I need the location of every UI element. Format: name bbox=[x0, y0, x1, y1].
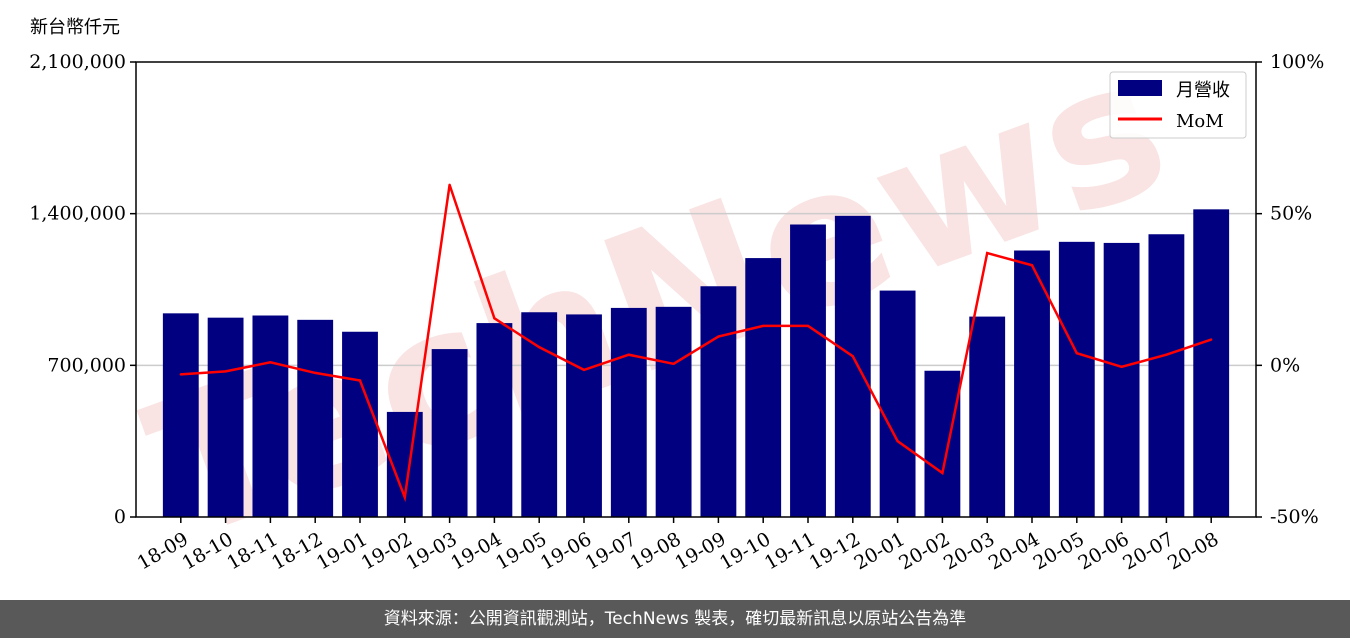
y-right-tick-label: -50% bbox=[1270, 506, 1319, 528]
bar-20-01 bbox=[879, 290, 916, 517]
bar-19-01 bbox=[342, 331, 378, 517]
legend-swatch-revenue bbox=[1118, 80, 1162, 96]
x-tick-label: 20-06 bbox=[1074, 528, 1132, 574]
x-tick-label: 19-03 bbox=[402, 528, 460, 574]
chart: TechNews 新台幣仟元 0700,0001,400,0002,100,00… bbox=[29, 14, 1324, 583]
bar-18-11 bbox=[252, 315, 289, 517]
bar-19-11 bbox=[790, 224, 826, 517]
x-tick-label: 19-07 bbox=[582, 528, 640, 574]
bar-20-02 bbox=[924, 370, 961, 517]
bar-20-04 bbox=[1014, 250, 1050, 517]
bar-19-12 bbox=[834, 215, 871, 518]
x-tick-label: 20-02 bbox=[895, 528, 953, 574]
mom-point-20-06 bbox=[1120, 365, 1123, 369]
bar-19-09 bbox=[700, 286, 737, 517]
bar-19-08 bbox=[655, 306, 692, 517]
mom-point-20-04 bbox=[1030, 264, 1034, 267]
mom-point-19-08 bbox=[672, 362, 675, 366]
mom-point-20-01 bbox=[896, 439, 899, 443]
bar-20-08 bbox=[1193, 209, 1230, 518]
y-axis-right: -50% 0% 50% 100% bbox=[1256, 51, 1324, 528]
y-right-tick-label: 50% bbox=[1270, 203, 1312, 225]
y-left-tick-label: 700,000 bbox=[47, 354, 126, 376]
x-tick-label: 20-04 bbox=[985, 528, 1043, 574]
y-left-tick-label: 2,100,000 bbox=[29, 51, 126, 73]
legend: 月營收 MoM bbox=[1109, 71, 1247, 139]
x-tick-label: 18-09 bbox=[134, 528, 192, 574]
mom-point-19-07 bbox=[627, 353, 630, 356]
mom-point-20-08 bbox=[1210, 338, 1213, 341]
bar-20-07 bbox=[1148, 234, 1185, 517]
x-tick-label: 19-08 bbox=[626, 528, 684, 574]
y-right-tick-label: 0% bbox=[1270, 354, 1300, 376]
mom-series bbox=[179, 183, 1213, 503]
x-tick-label: 19-09 bbox=[671, 528, 729, 574]
x-tick-label: 20-08 bbox=[1164, 528, 1222, 574]
mom-point-18-10 bbox=[224, 370, 227, 373]
mom-point-19-09 bbox=[717, 335, 720, 338]
mom-point-20-05 bbox=[1075, 352, 1079, 355]
mom-point-19-03 bbox=[448, 183, 451, 187]
legend-label-mom: MoM bbox=[1176, 111, 1224, 132]
bar-19-07 bbox=[610, 307, 647, 517]
mom-point-19-05 bbox=[538, 345, 541, 349]
y-left-tick-label: 0 bbox=[114, 506, 126, 528]
x-tick-label: 19-10 bbox=[716, 528, 774, 574]
y-right-tick-label: 100% bbox=[1270, 51, 1324, 73]
bar-18-09 bbox=[162, 313, 199, 517]
bar-19-04 bbox=[476, 323, 513, 517]
mom-point-19-10 bbox=[762, 324, 765, 328]
mom-point-20-07 bbox=[1165, 353, 1168, 356]
mom-line bbox=[180, 184, 1212, 503]
bar-19-06 bbox=[566, 314, 602, 517]
mom-point-20-02 bbox=[941, 471, 944, 475]
bar-20-05 bbox=[1058, 241, 1095, 518]
mom-point-19-12 bbox=[851, 355, 854, 358]
unit-label: 新台幣仟元 bbox=[30, 17, 120, 38]
mom-point-19-02 bbox=[403, 496, 406, 499]
mom-point-19-04 bbox=[493, 317, 496, 320]
x-tick-label: 20-05 bbox=[1030, 528, 1088, 574]
x-tick-label: 19-06 bbox=[537, 528, 595, 574]
x-tick-label: 20-07 bbox=[1119, 528, 1177, 574]
plot-frame bbox=[135, 61, 1257, 518]
bar-20-06 bbox=[1103, 242, 1140, 517]
mom-point-19-06 bbox=[582, 368, 586, 372]
x-tick-label: 19-05 bbox=[492, 528, 550, 574]
x-tick-label: 20-01 bbox=[850, 528, 908, 574]
mom-point-19-11 bbox=[806, 324, 810, 328]
bar-series bbox=[162, 209, 1230, 518]
x-tick-label: 20-03 bbox=[940, 528, 998, 574]
bar-20-03 bbox=[969, 316, 1006, 517]
mom-point-18-09 bbox=[179, 373, 182, 376]
legend-label-revenue: 月營收 bbox=[1176, 80, 1230, 101]
y-left-tick-label: 1,400,000 bbox=[29, 203, 126, 225]
x-tick-label: 19-12 bbox=[806, 528, 864, 574]
x-tick-label: 19-04 bbox=[447, 528, 505, 574]
mom-point-18-12 bbox=[314, 371, 317, 375]
bar-18-12 bbox=[297, 319, 334, 517]
bar-19-05 bbox=[521, 312, 558, 517]
mom-point-20-03 bbox=[986, 251, 989, 255]
bar-19-10 bbox=[745, 258, 782, 517]
mom-point-18-11 bbox=[269, 361, 272, 364]
mom-point-19-01 bbox=[358, 379, 362, 382]
footer-caption: 資料來源：公開資訊觀測站，TechNews 製表，確切最新訊息以原站公告為準 bbox=[0, 600, 1350, 638]
x-tick-label: 19-11 bbox=[761, 528, 819, 574]
x-tick-label: 19-02 bbox=[358, 528, 416, 574]
y-axis-left: 0 700,000 1,400,000 2,100,000 bbox=[29, 51, 136, 528]
bar-18-10 bbox=[207, 317, 244, 517]
bar-19-03 bbox=[431, 349, 468, 517]
